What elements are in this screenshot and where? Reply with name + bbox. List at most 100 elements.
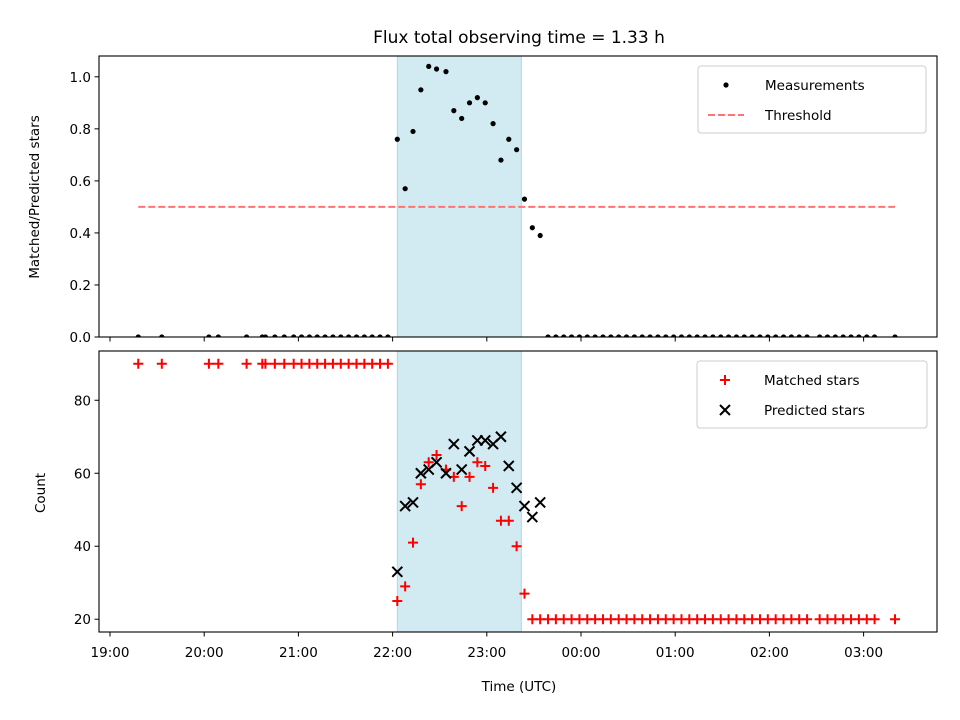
x-tick-label: 20:00 [185, 645, 224, 661]
top-y-tick-label: 0.4 [70, 226, 91, 242]
bottom-y-tick-label: 40 [74, 539, 91, 555]
measurement-point [553, 334, 559, 337]
bottom-y-axis-label: Count [33, 473, 49, 513]
predicted-star-point [463, 445, 476, 458]
measurement-point [788, 334, 794, 337]
measurement-point [410, 128, 416, 135]
measurement-point [725, 334, 732, 337]
measurement-point [314, 334, 320, 337]
predicted-star-point [526, 511, 539, 523]
predicted-star-point [534, 496, 546, 509]
bottom-panel: Count Time (UTC) 20 40 60 80 19:00 20:00 21:00… [33, 350, 938, 695]
measurement-point [377, 334, 383, 337]
predicted-star-point [391, 566, 404, 578]
measurement-point [243, 334, 250, 337]
measurement-point [272, 334, 278, 337]
matched-star-point [408, 537, 419, 548]
measurement-point [306, 334, 312, 337]
matched-star-point [890, 614, 900, 625]
measurement-point [346, 334, 352, 337]
measurement-point [338, 334, 344, 337]
bottom-y-tick-label: 60 [74, 466, 91, 482]
top-axes-frame [98, 55, 938, 338]
matched-star-point [519, 588, 530, 599]
measurement-point [817, 334, 823, 337]
measurement-point [864, 334, 870, 337]
measurement-point [576, 334, 583, 337]
predicted-star-point [399, 500, 411, 512]
x-tick-label: 21:00 [279, 645, 318, 661]
measurement-point [663, 334, 669, 337]
matched-star-point [869, 614, 880, 625]
measurement-point [529, 225, 535, 231]
measurement-point [474, 95, 480, 101]
measurement-point [804, 334, 810, 337]
measurement-point [623, 334, 630, 337]
measurement-point [426, 63, 432, 70]
measurement-point [394, 136, 400, 142]
measurement-point [694, 334, 700, 337]
matched-star-point [423, 457, 434, 468]
measurement-point [765, 334, 771, 337]
x-tick-label: 02:00 [750, 645, 789, 661]
measurement-point [600, 334, 606, 337]
x-axis-label: Time (UTC) [481, 679, 557, 695]
measurement-point [459, 115, 465, 122]
matched-star-point [456, 501, 467, 512]
measurement-point [856, 334, 862, 337]
measurement-point [647, 334, 653, 337]
top-plot-area [135, 63, 898, 337]
matched-star-point [400, 581, 411, 592]
predicted-star-point [518, 500, 531, 512]
x-tick-label: 00:00 [562, 645, 601, 661]
measurement-point [545, 334, 551, 337]
x-tick-label: 23:00 [467, 645, 506, 661]
measurement-point [451, 108, 457, 114]
top-panel: Matched/Predicted stars 0.0 0.2 0.4 0.6 0.8 1… [27, 55, 938, 346]
measurement-point [741, 334, 747, 337]
measurement-point [135, 334, 141, 337]
bottom-observing-window-span [396, 350, 522, 633]
measurement-point [796, 334, 802, 337]
measurement-point [671, 334, 677, 337]
predicted-star-point [440, 467, 452, 479]
measurement-point [608, 334, 614, 337]
matched-star-point [213, 358, 224, 369]
measurement-point [749, 334, 755, 337]
matched-star-point [802, 614, 813, 625]
bottom-y-tick-label: 80 [74, 393, 91, 409]
measurement-point [537, 232, 543, 239]
measurement-point [892, 334, 898, 337]
top-y-axis-label: Matched/Predicted stars [27, 115, 43, 278]
predicted-star-point [455, 463, 468, 476]
measurement-point [521, 196, 528, 202]
measurement-point [322, 334, 328, 337]
matched-star-point [488, 482, 499, 493]
top-observing-window-span [396, 55, 522, 338]
top-y-tick-label: 0.2 [70, 278, 91, 294]
bottom-legend-box [696, 360, 928, 429]
measurement-point [443, 69, 449, 75]
predicted-star-point [415, 467, 427, 479]
matched-star-point [511, 541, 522, 552]
x-tick-label: 03:00 [844, 645, 883, 661]
measurement-point [824, 334, 831, 337]
measurement-point [361, 334, 367, 337]
legend-measurements-label: Measurements [765, 78, 865, 94]
measurement-point [592, 334, 598, 337]
measurement-point [262, 334, 269, 337]
measurement-point [686, 334, 692, 337]
measurement-point [710, 334, 716, 337]
predicted-star-point [479, 434, 491, 447]
measurement-point [298, 334, 305, 337]
measurement-point [506, 136, 512, 142]
x-tick-label: 19:00 [91, 645, 130, 661]
top-legend-box [697, 65, 927, 134]
bottom-plot-area [133, 358, 900, 625]
predicted-star-point [407, 496, 419, 509]
matched-star-point [241, 358, 252, 369]
legend-predicted-label: Predicted stars [764, 403, 865, 419]
legend-matched-marker [720, 375, 730, 385]
chart-title: Flux total observing time = 1.33 h [373, 28, 665, 48]
